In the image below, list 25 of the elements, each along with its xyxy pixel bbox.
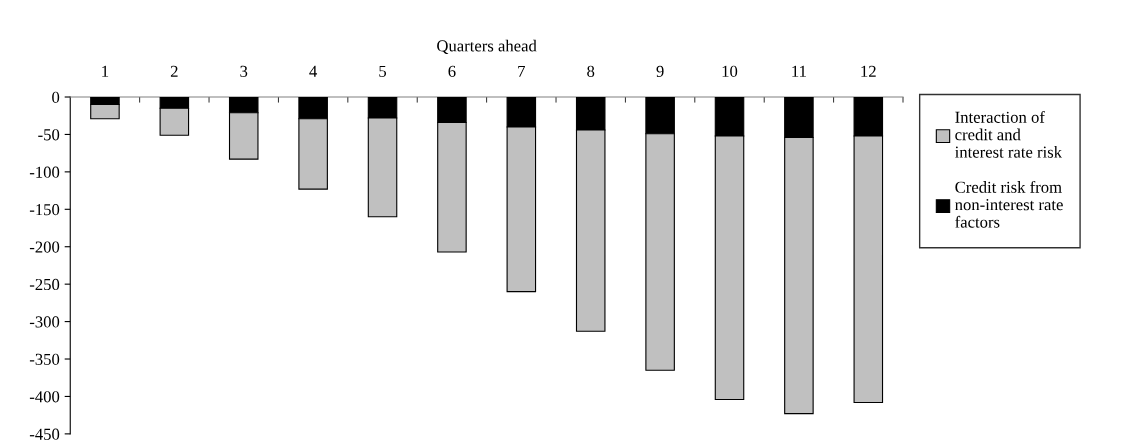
legend-label: Credit risk from non-interest rate factors <box>955 180 1063 228</box>
legend-label: Interaction of credit and interest rate risk <box>955 110 1063 158</box>
y-tick-label: -450 <box>29 428 60 440</box>
x-tick-label: 9 <box>656 65 664 77</box>
x-tick-label: 11 <box>792 65 806 77</box>
x-tick-label: 3 <box>240 65 248 77</box>
x-tick-label: 8 <box>587 65 595 77</box>
y-tick-label: -150 <box>29 204 60 216</box>
x-tick-label: 1 <box>102 65 109 77</box>
y-tick-label: -300 <box>29 316 60 328</box>
y-tick-label: -350 <box>29 353 60 365</box>
y-tick-label: -200 <box>29 241 60 253</box>
x-tick-label: 12 <box>861 65 876 77</box>
x-tick-label: 2 <box>170 65 178 77</box>
y-tick-label: -250 <box>29 278 60 291</box>
y-tick-label: 0 <box>52 91 60 103</box>
x-axis-title: Quarters ahead <box>437 39 537 55</box>
y-tick-label: -100 <box>29 166 60 178</box>
x-tick-label: 5 <box>379 65 387 77</box>
x-tick-label: 4 <box>309 65 318 77</box>
y-tick-label: -400 <box>29 391 60 403</box>
x-tick-label: 10 <box>722 65 738 77</box>
x-tick-label: 7 <box>518 65 526 77</box>
y-tick-label: -50 <box>38 129 60 141</box>
x-tick-label: 6 <box>448 65 456 77</box>
